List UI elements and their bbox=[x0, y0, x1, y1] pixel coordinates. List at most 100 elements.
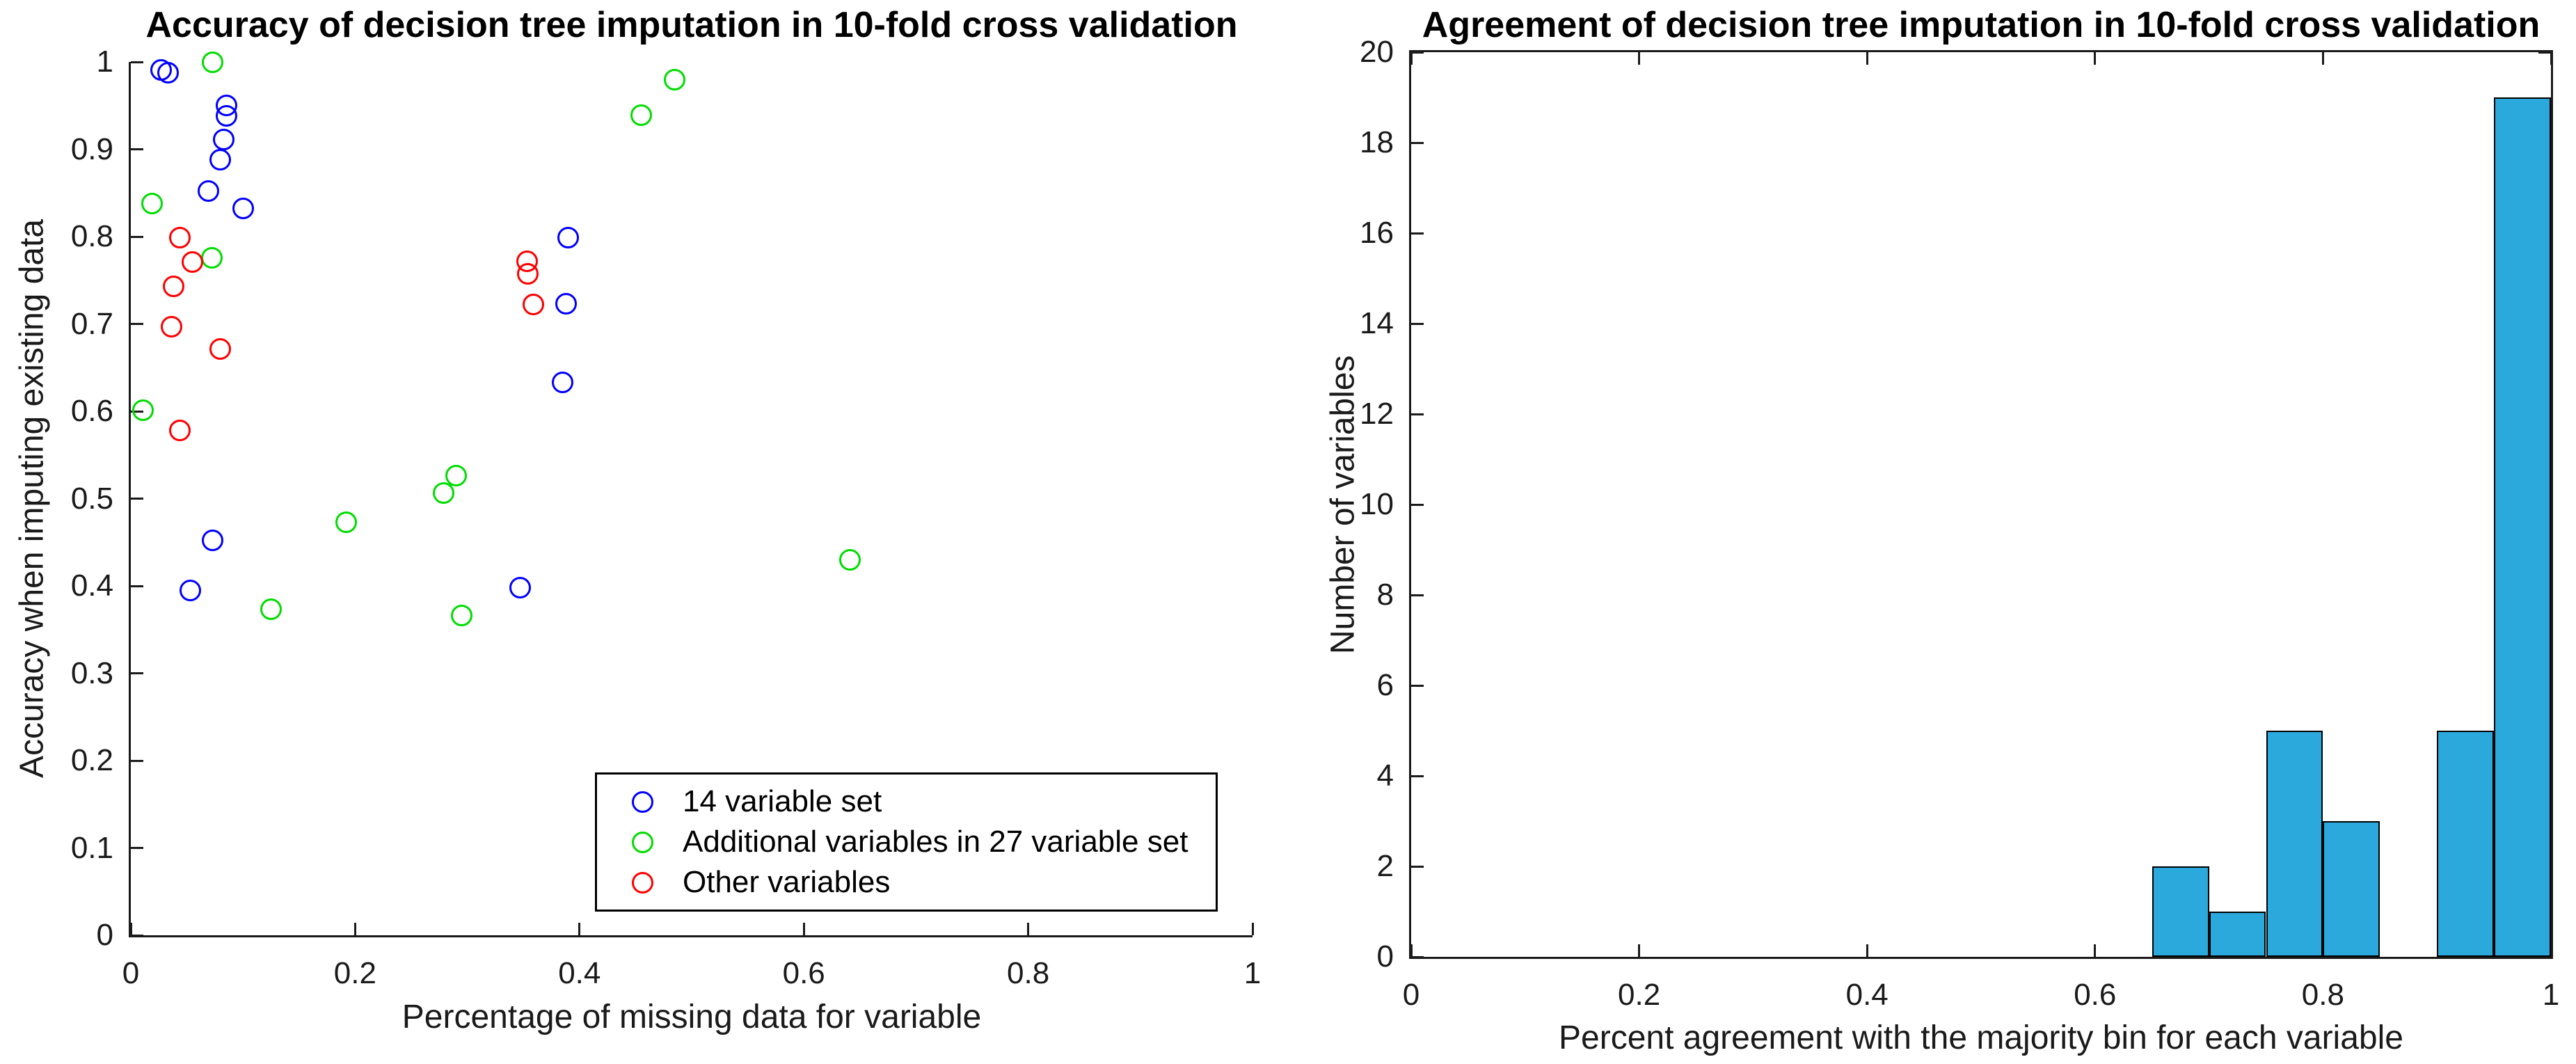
legend-marker-circle-icon bbox=[632, 871, 653, 894]
y-tick-label: 8 bbox=[1376, 578, 1394, 612]
y-tick bbox=[131, 934, 143, 937]
x-tick-label: 0.4 bbox=[558, 956, 601, 990]
y-tick bbox=[1411, 413, 1424, 415]
scatter-point bbox=[335, 511, 357, 533]
y-tick bbox=[1411, 232, 1424, 235]
histogram-bar bbox=[2323, 821, 2380, 957]
y-tick bbox=[131, 498, 143, 500]
y-tick bbox=[131, 585, 143, 587]
x-tick bbox=[1866, 52, 1868, 65]
scatter-point bbox=[209, 338, 232, 360]
y-tick bbox=[1411, 684, 1424, 687]
legend-entry: 14 variable set bbox=[632, 784, 1216, 819]
y-tick-label: 4 bbox=[1376, 759, 1394, 793]
y-tick bbox=[131, 672, 143, 674]
histogram-bar bbox=[2266, 731, 2323, 957]
scatter-point bbox=[215, 105, 237, 127]
y-tick-label: 0.6 bbox=[70, 394, 113, 428]
scatter-point bbox=[141, 192, 164, 214]
y-tick-label: 20 bbox=[1360, 35, 1394, 69]
x-tick bbox=[802, 923, 805, 935]
x-tick-label: 0 bbox=[122, 956, 140, 990]
y-tick bbox=[1411, 51, 1424, 54]
scatter-point bbox=[213, 129, 235, 151]
x-tick bbox=[1410, 944, 1413, 957]
scatter-point bbox=[200, 246, 223, 269]
x-tick bbox=[578, 923, 581, 935]
histogram-bar bbox=[2152, 866, 2209, 957]
x-tick bbox=[2094, 52, 2097, 65]
x-tick-label: 0.6 bbox=[2074, 978, 2117, 1012]
y-tick-label: 0.5 bbox=[70, 481, 113, 516]
scatter-point bbox=[209, 149, 232, 171]
y-tick-label: 14 bbox=[1360, 306, 1394, 340]
x-tick bbox=[1410, 52, 1413, 65]
x-tick bbox=[2321, 52, 2324, 65]
y-tick-label: 6 bbox=[1376, 668, 1394, 702]
histogram-bar bbox=[2494, 97, 2551, 957]
y-tick-label: 0.7 bbox=[70, 306, 113, 341]
scatter-point bbox=[433, 482, 455, 505]
legend-entry: Other variables bbox=[632, 865, 1216, 900]
scatter-point bbox=[157, 61, 179, 84]
x-tick-label: 0.4 bbox=[1845, 978, 1889, 1012]
legend-marker-circle-icon bbox=[632, 831, 653, 853]
scatter-point bbox=[451, 605, 473, 627]
x-tick-label: 0.8 bbox=[2301, 978, 2344, 1012]
y-tick-label: 18 bbox=[1360, 125, 1394, 159]
y-tick-label: 0 bbox=[96, 918, 113, 952]
y-tick bbox=[2538, 955, 2551, 958]
scatter-title: Accuracy of decision tree imputation in … bbox=[145, 5, 1238, 45]
y-tick-label: 2 bbox=[1376, 849, 1394, 883]
y-tick-label: 0.9 bbox=[70, 132, 113, 166]
scatter-point bbox=[630, 104, 652, 127]
histogram-title: Agreement of decision tree imputation in… bbox=[1422, 5, 2541, 45]
x-tick bbox=[2550, 52, 2552, 65]
scatter-x-axis-label: Percentage of missing data for variable bbox=[401, 999, 982, 1035]
x-tick-label: 0 bbox=[1402, 978, 1420, 1012]
y-tick-label: 0.2 bbox=[70, 743, 113, 777]
histogram-bar bbox=[2437, 731, 2495, 957]
y-tick bbox=[131, 323, 143, 325]
scatter-point bbox=[169, 420, 191, 442]
y-tick-label: 0.1 bbox=[70, 830, 113, 865]
x-tick bbox=[2094, 944, 2097, 957]
y-tick bbox=[1411, 955, 1424, 958]
y-tick bbox=[131, 235, 143, 238]
y-tick bbox=[1411, 141, 1424, 144]
y-tick-label: 1 bbox=[96, 45, 113, 79]
scatter-point bbox=[838, 548, 861, 571]
x-tick-label: 1 bbox=[2542, 978, 2560, 1012]
scatter-point bbox=[179, 579, 201, 601]
scatter-point bbox=[523, 294, 545, 316]
scatter-point bbox=[182, 251, 204, 273]
scatter-point bbox=[664, 68, 686, 90]
scatter-point bbox=[162, 276, 184, 298]
x-tick bbox=[1027, 923, 1030, 935]
x-tick bbox=[353, 923, 356, 935]
scatter-point bbox=[132, 399, 154, 422]
y-tick-label: 10 bbox=[1360, 487, 1394, 521]
legend-label: Other variables bbox=[683, 865, 891, 899]
y-tick-label: 0 bbox=[1376, 939, 1394, 974]
y-tick-label: 0.3 bbox=[70, 656, 113, 690]
x-tick bbox=[1251, 923, 1254, 935]
y-tick bbox=[131, 847, 143, 849]
x-tick-label: 1 bbox=[1243, 956, 1262, 990]
y-tick bbox=[1411, 775, 1424, 777]
y-tick bbox=[131, 148, 143, 150]
scatter-point bbox=[232, 198, 254, 220]
legend: 14 variable set Additional variables in 2… bbox=[595, 772, 1218, 912]
y-tick-label: 12 bbox=[1360, 397, 1394, 431]
x-tick-label: 0.6 bbox=[782, 956, 825, 990]
scatter-point bbox=[517, 263, 539, 285]
y-tick-label: 16 bbox=[1360, 216, 1394, 250]
y-tick bbox=[1411, 503, 1424, 506]
scatter-point bbox=[169, 226, 191, 248]
y-tick-label: 0.4 bbox=[70, 569, 113, 603]
y-tick bbox=[1411, 594, 1424, 596]
scatter-point bbox=[555, 293, 577, 315]
histogram-plot-area: 0 0.2 0.4 0.6 0.8 1 0 2 4 6 8 10 12 14 16 18 20 bbox=[1360, 35, 2559, 1012]
x-tick bbox=[129, 923, 132, 935]
